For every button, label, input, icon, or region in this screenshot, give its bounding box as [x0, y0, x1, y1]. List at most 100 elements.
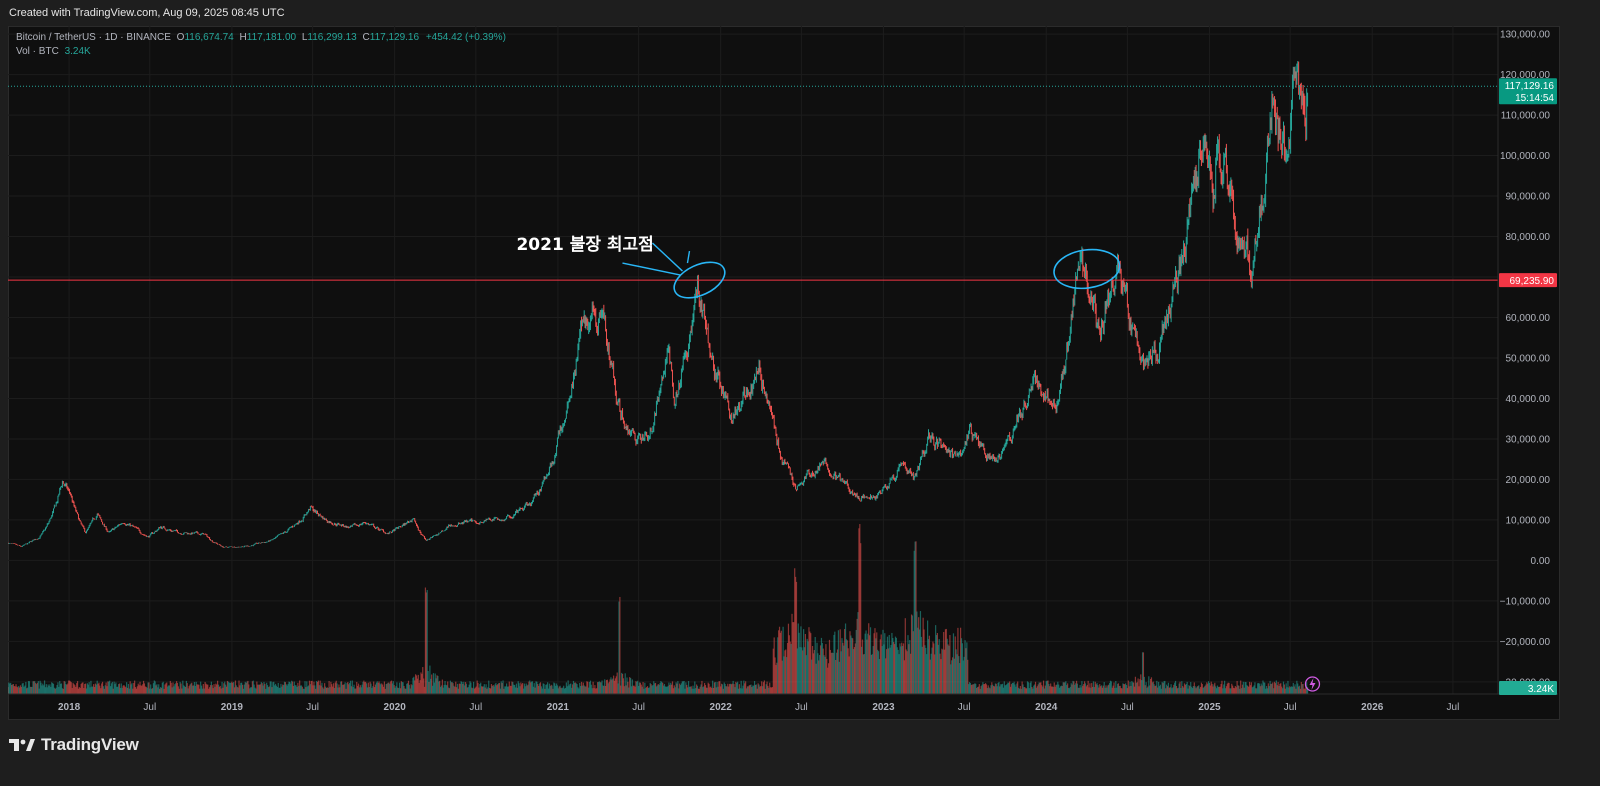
volume-bar	[1023, 687, 1025, 694]
volume-bar	[1116, 687, 1118, 694]
volume-bar	[954, 636, 956, 694]
volume-bar	[1187, 688, 1189, 694]
volume-bar	[151, 688, 154, 694]
volume-bar	[33, 681, 35, 694]
volume-bar	[1007, 682, 1009, 694]
volume-bar	[1298, 685, 1301, 694]
volume-bar	[728, 686, 730, 694]
volume-bar	[842, 642, 844, 694]
volume-bar	[687, 681, 690, 694]
volume-bar	[566, 686, 568, 694]
candlestick-chart[interactable]: 130,000.00120,000.00110,000.00100,000.00…	[8, 26, 1558, 718]
volume-bar	[685, 682, 687, 694]
volume-bar	[14, 686, 16, 694]
volume-bar	[665, 686, 667, 694]
volume-bar	[159, 687, 162, 694]
volume-bar	[468, 684, 470, 694]
volume-bar	[60, 683, 62, 694]
volume-bar	[1249, 685, 1252, 694]
volume-bar	[828, 639, 831, 694]
volume-bar	[1073, 681, 1075, 694]
volume-label[interactable]: Vol · BTC	[16, 46, 59, 57]
volume-bar	[1180, 688, 1182, 694]
volume-bar	[736, 682, 738, 694]
volume-bar	[25, 681, 27, 694]
volume-bar	[31, 686, 33, 694]
chart-frame[interactable]	[8, 26, 1560, 720]
volume-bar	[1252, 686, 1254, 694]
volume-bar	[973, 684, 975, 694]
volume-bar	[1046, 680, 1048, 694]
volume-bar	[168, 685, 171, 694]
volume-bar	[978, 684, 980, 694]
volume-bar	[778, 626, 781, 694]
volume-bar	[1099, 684, 1101, 694]
volume-bar	[574, 682, 576, 694]
volume-bar	[1173, 684, 1175, 694]
volume-bar	[142, 684, 144, 694]
volume-bar	[501, 683, 503, 694]
volume-bar	[173, 686, 175, 694]
volume-bar	[1087, 680, 1089, 694]
close-value: 117,129.16	[369, 32, 420, 43]
volume-bar	[938, 639, 940, 694]
volume-bar	[1288, 687, 1290, 694]
volume-bar	[1229, 688, 1231, 694]
volume-bar	[568, 685, 570, 694]
volume-bar	[760, 685, 762, 694]
volume-bar	[1240, 688, 1243, 694]
volume-bar	[1199, 686, 1202, 694]
volume-bar	[588, 682, 591, 694]
volume-bar	[506, 686, 509, 694]
volume-bar	[617, 683, 619, 694]
volume-bar	[423, 686, 426, 694]
volume-bar	[400, 681, 402, 694]
volume-bar	[1234, 686, 1236, 694]
volume-bar	[964, 640, 966, 694]
volume-bar	[213, 684, 215, 694]
volume-bar	[731, 683, 733, 694]
volume-bar	[1303, 688, 1305, 694]
volume-bar	[403, 685, 405, 694]
volume-bar	[508, 681, 510, 694]
volume-bar	[990, 685, 992, 694]
volume-bar	[1017, 681, 1019, 694]
volume-bar	[643, 688, 645, 694]
volume-bar	[514, 687, 517, 694]
volume-bar	[19, 685, 22, 694]
volume-bar	[1169, 687, 1171, 694]
volume-bar	[178, 688, 180, 694]
x-tick-label: Jul	[306, 702, 319, 713]
volume-bar	[945, 628, 947, 694]
volume-bar	[481, 686, 484, 694]
volume-bar	[889, 647, 891, 694]
volume-bar	[278, 687, 280, 694]
volume-bar	[882, 629, 884, 694]
volume-bar	[40, 682, 42, 694]
volume-bar	[18, 687, 21, 694]
volume-bar	[282, 684, 284, 694]
volume-bar	[481, 686, 483, 694]
tradingview-brand[interactable]: TradingView	[9, 733, 139, 757]
volume-bar	[821, 643, 823, 694]
symbol-title[interactable]: Bitcoin / TetherUS · 1D · BINANCE	[16, 32, 171, 43]
volume-bar	[449, 680, 452, 694]
volume-bar	[439, 680, 441, 694]
volume-bar	[1256, 688, 1258, 694]
volume-bar	[803, 629, 805, 694]
volume-bar	[456, 683, 459, 694]
volume-bar	[1189, 686, 1191, 694]
volume-bar	[1135, 682, 1137, 694]
x-tick-label: Jul	[1447, 702, 1460, 713]
volume-bar	[203, 688, 205, 694]
volume-bar	[330, 681, 332, 694]
volume-bar	[1076, 683, 1079, 694]
volume-bar	[1182, 687, 1185, 694]
volume-bar	[230, 682, 232, 694]
volume-bar	[972, 684, 974, 694]
volume-bar	[605, 680, 608, 694]
volume-bar	[1118, 685, 1120, 694]
volume-bar	[476, 680, 478, 694]
volume-bar	[884, 633, 886, 694]
volume-bar	[226, 680, 229, 694]
